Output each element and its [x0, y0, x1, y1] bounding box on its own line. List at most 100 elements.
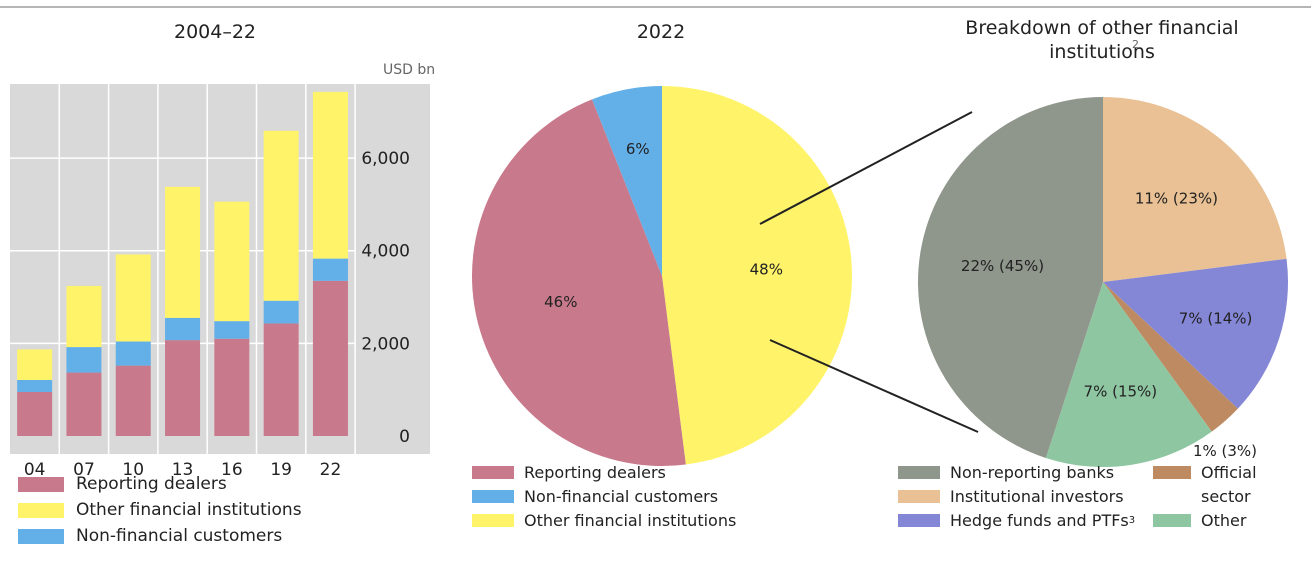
- pie-chart-title: 2022: [637, 21, 685, 43]
- legend-label: Other financial institutions: [76, 500, 302, 520]
- bar-segment: [17, 349, 53, 380]
- legend-item-official-sector-cont: sector: [1153, 484, 1257, 508]
- pie-slice: [471, 99, 686, 467]
- legend-item-hedge-funds: Hedge funds and PTFs 3: [898, 508, 1135, 532]
- bar-segment: [66, 372, 102, 436]
- bar-segment: [17, 392, 53, 436]
- pie-2022: 48% 46% 6%: [471, 85, 853, 467]
- pie-slice-label: 1% (3%): [1193, 442, 1257, 460]
- x-tick-label: 16: [221, 460, 243, 480]
- pie-slice-label: 22% (45%): [961, 257, 1044, 275]
- legend-swatch: [898, 465, 940, 479]
- pie-slice-label: 46%: [544, 293, 577, 311]
- legend-label: Hedge funds and PTFs: [950, 510, 1129, 530]
- legend-swatch: [898, 489, 940, 503]
- legend-label: Other: [1201, 510, 1247, 530]
- legend-label: Non-financial customers: [524, 486, 719, 506]
- bar-segment: [263, 130, 299, 301]
- legend-item-other-financial: Other financial institutions: [18, 497, 302, 523]
- bar-segment: [312, 91, 348, 259]
- bar-segment: [66, 285, 102, 348]
- y-tick-label: 6,000: [361, 149, 410, 169]
- pie-slice: [592, 86, 662, 276]
- bar-segment: [165, 340, 201, 436]
- legend-item-other: Other: [1153, 508, 1257, 532]
- bar-segment: [115, 341, 151, 366]
- legend-swatch: [472, 489, 514, 503]
- x-tick-label: 10: [122, 460, 144, 480]
- bar-segment: [312, 258, 348, 281]
- legend-item-non-financial: Non-financial customers: [18, 523, 302, 549]
- bar-segment: [115, 254, 151, 342]
- top-rule: [0, 6, 1311, 8]
- legend-item-reporting-dealers: Reporting dealers: [18, 471, 302, 497]
- pie-slice: [662, 85, 853, 465]
- legend-swatch: [18, 502, 64, 518]
- legend-label: Institutional investors: [950, 486, 1124, 506]
- bar-chart-title: 2004–22: [174, 21, 256, 43]
- breakdown-title-line1: Breakdown of other financial: [965, 17, 1238, 39]
- bar-legend: Reporting dealers Other financial instit…: [18, 471, 302, 549]
- legend-footnote: 3: [1128, 514, 1136, 526]
- y-tick-label: 2,000: [361, 334, 410, 354]
- pie-slice: [1103, 258, 1289, 409]
- x-tick-label: 07: [73, 460, 95, 480]
- x-tick-label: 19: [270, 460, 292, 480]
- bar-segment: [263, 323, 299, 436]
- pie-slice-label: 7% (15%): [1084, 383, 1158, 401]
- legend-label: Reporting dealers: [76, 474, 227, 494]
- connector-line-bottom: [769, 339, 979, 433]
- pie-slice: [1103, 282, 1238, 432]
- pie-breakdown: 11% (23%) 7% (14%) 1% (3%) 7% (15%) 22% (45%…: [918, 97, 1289, 467]
- breakdown-title-footnote: 2: [1132, 38, 1139, 51]
- legend-label: Other financial institutions: [524, 510, 737, 530]
- y-tick-label: 0: [399, 427, 410, 447]
- legend-label: Non-reporting banks: [950, 462, 1115, 482]
- pie-slice: [1103, 97, 1287, 282]
- x-tick-label: 22: [320, 460, 342, 480]
- x-tick-label: 04: [24, 460, 46, 480]
- bar-segment: [66, 347, 102, 373]
- x-axis-ticks: 04 07 10 13 16 19 22: [24, 460, 341, 480]
- pie-slice-label: 7% (14%): [1179, 310, 1253, 328]
- legend-item-non-reporting-banks: Non-reporting banks: [898, 460, 1135, 484]
- bar-segment: [214, 321, 250, 339]
- bar-segment: [312, 280, 348, 436]
- legend-swatch: [18, 476, 64, 492]
- bar-segment: [214, 338, 250, 436]
- unit-label: USD bn: [383, 62, 435, 78]
- bar-segment: [115, 365, 151, 436]
- legend-label: Non-financial customers: [76, 526, 283, 546]
- bar-segment: [263, 300, 299, 324]
- bar-segment: [17, 379, 53, 392]
- pie-slice-label: 11% (23%): [1135, 190, 1218, 208]
- legend-swatch: [472, 513, 514, 527]
- connector-line-top: [759, 111, 973, 225]
- legend-item-reporting-dealers: Reporting dealers: [472, 460, 736, 484]
- breakdown-legend: Non-reporting banks Institutional invest…: [898, 460, 1135, 532]
- legend-label: Official: [1201, 462, 1257, 482]
- breakdown-legend-right: Official sector Other: [1153, 460, 1257, 532]
- legend-item-other-financial: Other financial institutions: [472, 508, 736, 532]
- pie-slice-label: 48%: [750, 260, 783, 278]
- legend-item-non-financial: Non-financial customers: [472, 484, 736, 508]
- bar-segment: [165, 186, 201, 318]
- legend-label: Reporting dealers: [524, 462, 666, 482]
- legend-label: sector: [1201, 486, 1251, 506]
- breakdown-title-line2: institutions: [1049, 41, 1155, 63]
- x-tick-label: 13: [172, 460, 194, 480]
- legend-item-official-sector: Official: [1153, 460, 1257, 484]
- legend-swatch: [1153, 465, 1191, 479]
- legend-swatch: [18, 528, 64, 544]
- y-axis-ticks: 0 2,000 4,000 6,000: [361, 149, 410, 447]
- pie-slice: [1045, 282, 1212, 467]
- bar-segment: [165, 317, 201, 341]
- pie-slice: [918, 97, 1103, 458]
- pie-slice-label: 6%: [626, 140, 650, 158]
- legend-item-institutional-investors: Institutional investors: [898, 484, 1135, 508]
- pie-legend: Reporting dealers Non-financial customer…: [472, 460, 736, 532]
- legend-swatch: [472, 465, 514, 479]
- bar-series-group: [17, 91, 348, 436]
- legend-swatch: [898, 513, 940, 527]
